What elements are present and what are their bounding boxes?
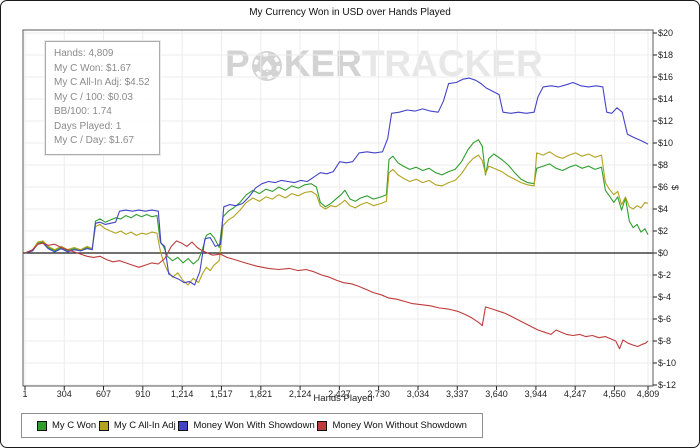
y-tick-label: $0 [658,248,669,258]
y-tick-label: $16 [658,72,674,82]
stats-line: Hands: 4,809 [54,48,114,59]
legend-item-money-won-with-showdown[interactable]: Money Won With Showdown [178,420,315,431]
y-tick-label: $14 [658,94,674,104]
stats-line: My C All-In Adj: $4.52 [54,77,150,88]
stats-line: BB/100: 1.74 [54,106,112,117]
chart-title: My Currency Won in USD over Hands Played [249,7,451,18]
y-tick-label: $-4 [658,292,672,302]
legend-swatch [98,420,109,431]
y-tick-label: $2 [658,226,669,236]
y-tick-label: $6 [658,182,669,192]
x-tick-label: 3,640 [485,389,508,399]
series-line-money-won-with-showdown [24,77,649,286]
x-tick-label: 910 [135,389,151,399]
stats-line: My C / 100: $0.03 [54,91,133,103]
stats-line: Days Played: 1 [54,120,122,132]
stats-line: My C Won: $1.67 [54,62,132,74]
svg-text:♠: ♠ [260,57,274,76]
y-tick-label: $-6 [658,314,672,324]
legend: My C Won My C All-In Adj Money Won With Sh… [21,413,483,438]
series-line-money-won-without-showdown [24,240,649,350]
y-tick-label: $12 [658,116,674,126]
x-tick-label: 4,550 [603,389,626,399]
x-tick-label: 2,124 [288,389,312,399]
x-tick-label: 1,214 [170,389,194,399]
x-tick-label: 607 [96,389,112,399]
series-line-my-c-all-in-adj [24,151,649,286]
legend-swatch [37,420,47,431]
x-tick-label: 304 [56,389,72,399]
y-tick-label: $10 [658,138,674,148]
x-tick-label: 1,517 [210,389,233,399]
legend-item-my-c-all-in-adj[interactable]: My C All-In Adj [98,420,176,431]
plot-border [22,29,654,387]
y-tick-label: $-10 [658,358,677,368]
x-tick-label: 1 [22,389,28,399]
y-tick-label: $-8 [658,336,672,346]
legend-swatch [178,420,189,431]
legend-item-label: My C Won [52,420,97,431]
x-tick-label: 3,337 [445,389,469,399]
x-tick-label: 4,247 [563,389,587,399]
x-tick-label: 3,944 [524,389,548,399]
x-tick-label: 1,821 [249,389,273,399]
x-axis-title: Hands Played [313,393,373,404]
series-line-my-c-won [24,139,649,265]
x-tick-label: 2,427 [328,389,351,399]
x-tick-label: 4,809 [636,389,660,399]
y-tick-label: $18 [658,50,674,60]
x-tick-label: 2,730 [367,389,390,399]
legend-item-my-c-won[interactable]: My C Won [37,420,96,431]
y-axis-title: $ [669,184,681,191]
legend-item-label: Money Won Without Showdown [332,420,467,431]
legend-item-label: My C All-In Adj [113,420,176,431]
stats-line: My C / Day: $1.67 [54,135,135,146]
x-tick-label: 3,034 [406,389,430,399]
legend-swatch [317,420,328,431]
legend-item-money-won-without-showdown[interactable]: Money Won Without Showdown [317,420,467,431]
y-tick-label: $4 [658,204,669,214]
y-tick-label: $8 [658,160,669,170]
stats-summary-box: Hands: 4,809 My C Won: $1.67 My C All-In A… [45,41,160,155]
legend-item-label: Money Won With Showdown [193,420,315,431]
y-tick-label: $-12 [658,380,677,390]
y-tick-label: $20 [658,28,674,38]
y-tick-label: $-2 [658,270,672,280]
